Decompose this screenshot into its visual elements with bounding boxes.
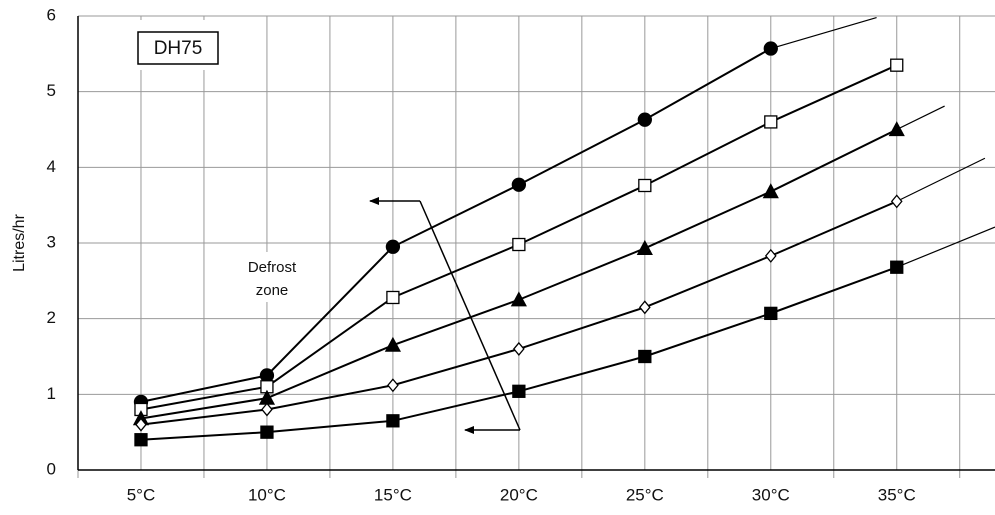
marker xyxy=(762,183,779,199)
zone-box xyxy=(215,252,310,302)
marker xyxy=(512,237,526,252)
y-tick-label: 6 xyxy=(47,5,56,24)
x-tick-label: 5°C xyxy=(127,485,156,504)
marker xyxy=(638,178,652,193)
marker xyxy=(261,402,273,417)
marker xyxy=(764,306,778,321)
marker xyxy=(387,378,399,393)
marker xyxy=(764,248,777,263)
x-tick-label: 35°C xyxy=(878,485,916,504)
marker xyxy=(510,291,527,307)
marker xyxy=(636,239,653,255)
marker xyxy=(259,368,275,383)
marker xyxy=(890,260,904,274)
grid xyxy=(77,15,995,478)
y-tick-label: 4 xyxy=(47,157,56,176)
model-label: DH75 xyxy=(154,38,203,59)
y-tick-label: 2 xyxy=(47,308,56,327)
x-tick-label: 10°C xyxy=(248,485,286,504)
y-axis-label: Litres/hr xyxy=(11,213,28,271)
model-box xyxy=(137,31,219,65)
marker xyxy=(385,239,401,254)
y-tick-label: 0 xyxy=(47,459,56,478)
x-tick-label: 20°C xyxy=(500,485,538,504)
plot xyxy=(132,16,995,447)
trend-line xyxy=(896,226,995,268)
marker xyxy=(888,121,905,137)
trend-line xyxy=(896,105,945,131)
marker xyxy=(384,336,401,352)
marker xyxy=(512,384,526,398)
marker xyxy=(890,58,904,72)
marker xyxy=(386,414,400,428)
x-tick-label: 30°C xyxy=(752,485,790,504)
marker xyxy=(134,433,148,447)
marker xyxy=(511,177,527,192)
marker xyxy=(135,417,147,432)
y-tick-label: 1 xyxy=(47,384,56,403)
x-tick-label: 15°C xyxy=(374,485,412,504)
x-tick-label: 25°C xyxy=(626,485,664,504)
marker xyxy=(260,425,274,439)
marker xyxy=(763,41,778,56)
marker xyxy=(890,194,903,209)
zone-label: Defrost xyxy=(248,259,297,276)
marker xyxy=(637,112,652,127)
y-tick-label: 3 xyxy=(47,232,56,251)
series-line xyxy=(140,47,772,403)
arrow-line xyxy=(419,200,521,431)
marker xyxy=(513,341,525,356)
trend-line xyxy=(770,16,877,50)
zone-label: zone xyxy=(256,282,289,299)
marker xyxy=(386,290,400,305)
y-tick-label: 5 xyxy=(47,81,56,100)
trend-line xyxy=(896,157,986,202)
marker xyxy=(638,349,652,364)
marker xyxy=(638,300,651,315)
marker xyxy=(764,115,778,129)
